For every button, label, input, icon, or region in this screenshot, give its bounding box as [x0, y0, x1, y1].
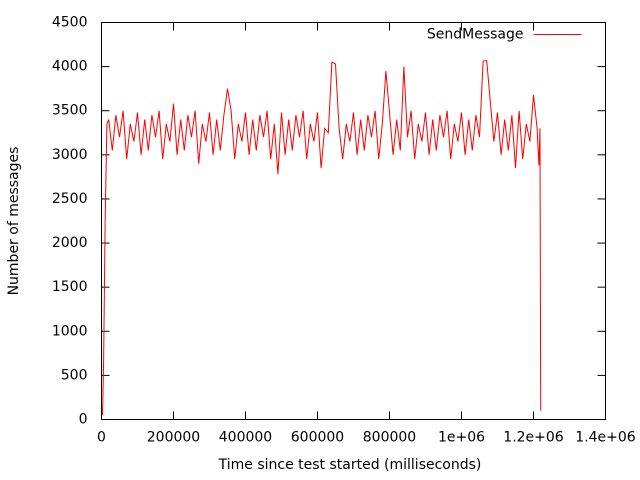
y-tick-label: 500: [61, 367, 88, 383]
x-tick-label: 600000: [291, 430, 344, 446]
x-tick-label: 1.2e+06: [503, 430, 564, 446]
x-tick-label: 200000: [147, 430, 200, 446]
y-tick-label: 4000: [52, 59, 88, 75]
y-tick-label: 3500: [52, 103, 88, 119]
plot-frame: [101, 22, 606, 420]
y-tick-label: 0: [79, 412, 88, 428]
y-tick-label: 4500: [52, 15, 88, 31]
legend-label: SendMessage: [427, 27, 524, 43]
y-tick-label: 2000: [52, 235, 88, 251]
y-tick-label: 1000: [52, 323, 88, 339]
x-tick-label: 1.4e+06: [575, 430, 636, 446]
y-tick-label: 1500: [52, 279, 88, 295]
x-tick-label: 400000: [219, 430, 272, 446]
x-tick-label: 1e+06: [438, 430, 485, 446]
data-line: [102, 59, 542, 416]
x-tick-label: 800000: [363, 430, 416, 446]
y-axis-label: Number of messages: [6, 147, 22, 296]
x-axis-label: Time since test started (milliseconds): [218, 457, 482, 473]
y-tick-label: 3000: [52, 147, 88, 163]
y-tick-label: 2500: [52, 191, 88, 207]
x-tick-label: 0: [97, 430, 106, 446]
